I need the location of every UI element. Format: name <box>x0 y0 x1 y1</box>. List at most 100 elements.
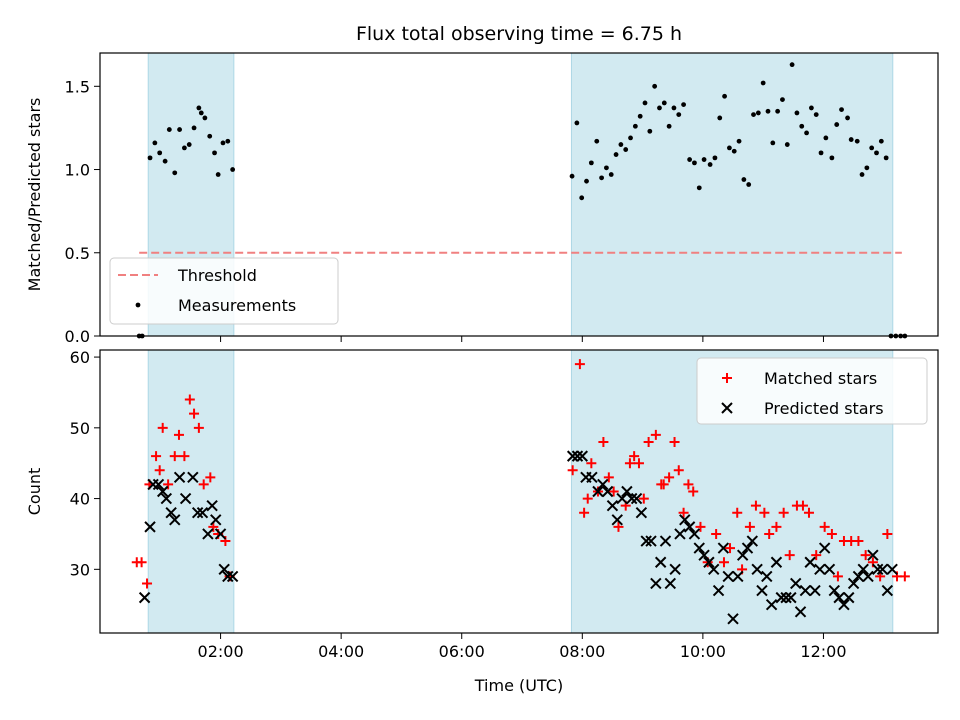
measurement-point <box>157 150 163 156</box>
measurement-point <box>775 108 781 114</box>
top-panel: 0.0 0.5 1.0 1.5 Matched/Predicted stars Thres… <box>25 52 939 346</box>
predicted-point <box>746 535 759 547</box>
matched-point <box>586 458 597 469</box>
axes-frame <box>99 349 939 634</box>
measurement-point <box>780 97 785 103</box>
y-tick-label: 0.5 <box>65 244 90 263</box>
matched-point <box>582 493 593 504</box>
measurement-point <box>632 123 638 129</box>
measurement-point <box>845 115 850 121</box>
predicted-point <box>191 507 204 519</box>
predicted-point <box>761 570 773 583</box>
measurement-point <box>869 145 875 151</box>
matched-point <box>169 451 180 462</box>
matched-point <box>624 458 635 469</box>
matched-point <box>784 550 795 561</box>
matched-point <box>764 528 775 539</box>
predicted-point <box>876 563 889 576</box>
measurement-point <box>878 138 884 144</box>
matched-point <box>633 458 644 469</box>
measurement-point <box>701 157 707 162</box>
predicted-point <box>790 577 802 590</box>
matched-point <box>154 465 165 476</box>
predicted-point <box>674 528 686 540</box>
measurement-point <box>789 62 795 68</box>
measurement-point <box>751 112 756 117</box>
y-tick-label: 1.0 <box>65 161 90 180</box>
matched-point <box>151 451 162 462</box>
matched-point <box>778 507 789 518</box>
predicted-point <box>717 542 730 554</box>
matched-point <box>638 493 649 504</box>
matched-point <box>899 571 910 582</box>
matched-point <box>860 550 871 561</box>
matched-point <box>189 408 200 419</box>
matched-point <box>688 486 699 497</box>
x-tick-label: 08:00 <box>559 642 605 661</box>
measurement-point <box>696 185 702 191</box>
predicted-point <box>160 492 173 505</box>
measurement-point <box>604 165 609 171</box>
y-tick-label: 40 <box>70 490 90 509</box>
matched-point <box>797 500 808 511</box>
axes-frame <box>99 52 939 337</box>
measurement-point <box>599 175 604 181</box>
matched-point <box>759 507 770 518</box>
matched-point <box>664 472 675 483</box>
measurement-point <box>731 148 737 154</box>
measurement-point <box>671 105 677 111</box>
measurement-point <box>569 173 575 179</box>
predicted-point <box>630 492 643 505</box>
measurement-point <box>661 100 667 106</box>
measurement-point <box>166 127 172 132</box>
measurement-point <box>652 83 658 89</box>
matched-point <box>695 521 706 532</box>
predicted-point <box>650 577 662 590</box>
matched-point <box>718 557 729 568</box>
predicted-point <box>872 563 884 576</box>
measurement-point <box>207 133 213 139</box>
measurement-point <box>657 105 662 111</box>
predicted-point <box>775 591 787 604</box>
legend-matched-swatch <box>722 373 732 383</box>
matched-point <box>163 479 174 490</box>
matched-point <box>811 550 822 561</box>
measurement-point <box>823 135 829 141</box>
predicted-point <box>144 521 156 533</box>
y-tick-label: 60 <box>70 348 90 367</box>
predicted-point <box>852 570 865 583</box>
predicted-point <box>727 613 739 625</box>
predicted-point <box>222 570 234 583</box>
predicted-point <box>780 591 792 604</box>
series-1 <box>136 62 908 339</box>
measurement-point <box>707 162 713 167</box>
matched-point <box>650 429 661 440</box>
x-tick-label: 02:00 <box>198 642 244 661</box>
measurement-point <box>818 150 824 156</box>
measurement-point <box>588 160 594 166</box>
predicted-point <box>785 591 797 604</box>
measurement-point <box>755 110 761 116</box>
measurement-point <box>628 135 633 141</box>
measurement-point <box>727 145 732 151</box>
matched-point <box>882 528 893 539</box>
matched-point <box>205 472 216 483</box>
matched-point <box>669 436 680 447</box>
measurement-point <box>681 102 686 108</box>
matched-point <box>598 436 609 447</box>
measurement-point <box>883 155 889 161</box>
matched-point <box>613 521 624 532</box>
predicted-point <box>206 499 218 512</box>
observing-window-2 <box>570 52 894 337</box>
legend-predicted-swatch <box>721 402 733 414</box>
matched-point <box>725 543 736 554</box>
predicted-point <box>862 570 874 583</box>
predicted-point <box>794 606 807 618</box>
predicted-point <box>654 556 667 568</box>
predicted-point <box>843 591 855 604</box>
predicted-point <box>765 598 778 611</box>
predicted-point <box>828 584 841 597</box>
predicted-point <box>756 584 768 597</box>
measurement-point <box>770 140 776 146</box>
